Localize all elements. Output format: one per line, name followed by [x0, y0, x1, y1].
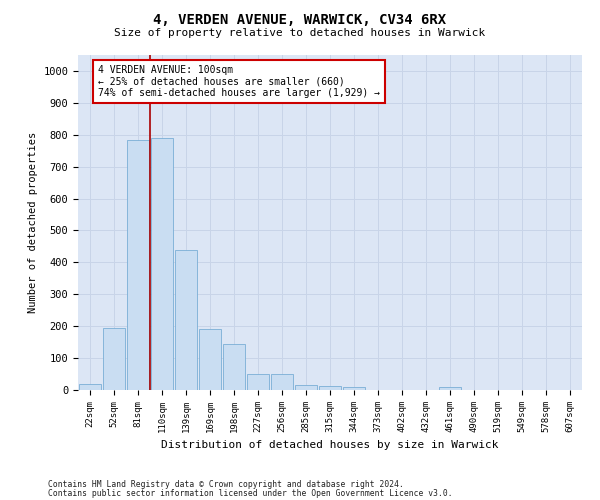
Text: Contains HM Land Registry data © Crown copyright and database right 2024.: Contains HM Land Registry data © Crown c…	[48, 480, 404, 489]
Bar	[247, 374, 269, 390]
Bar	[271, 374, 293, 390]
Bar	[223, 344, 245, 390]
Bar	[439, 388, 461, 390]
Y-axis label: Number of detached properties: Number of detached properties	[28, 132, 38, 313]
Text: Size of property relative to detached houses in Warwick: Size of property relative to detached ho…	[115, 28, 485, 38]
Text: Contains public sector information licensed under the Open Government Licence v3: Contains public sector information licen…	[48, 488, 452, 498]
Bar	[127, 140, 149, 390]
Bar	[79, 384, 101, 390]
Bar	[103, 328, 125, 390]
Bar	[151, 138, 173, 390]
Text: 4 VERDEN AVENUE: 100sqm
← 25% of detached houses are smaller (660)
74% of semi-d: 4 VERDEN AVENUE: 100sqm ← 25% of detache…	[98, 65, 380, 98]
Bar	[343, 387, 365, 390]
Bar	[295, 385, 317, 390]
Text: 4, VERDEN AVENUE, WARWICK, CV34 6RX: 4, VERDEN AVENUE, WARWICK, CV34 6RX	[154, 12, 446, 26]
Bar	[199, 330, 221, 390]
X-axis label: Distribution of detached houses by size in Warwick: Distribution of detached houses by size …	[161, 440, 499, 450]
Bar	[319, 386, 341, 390]
Bar	[175, 250, 197, 390]
